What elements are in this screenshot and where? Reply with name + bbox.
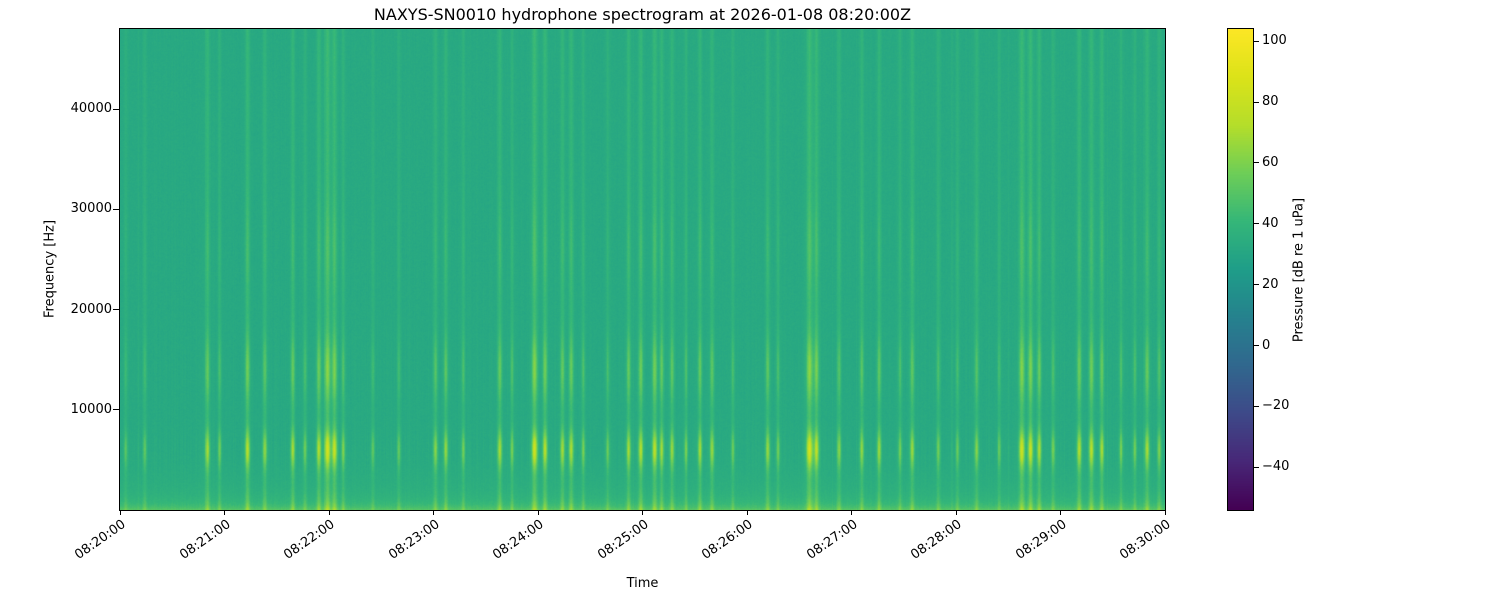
y-tick-mark: [113, 309, 119, 311]
y-tick-label: 20000: [70, 301, 112, 317]
colorbar-tick-mark: [1254, 405, 1259, 407]
x-tick-mark: [1060, 510, 1061, 515]
x-tick-mark: [746, 510, 748, 515]
colorbar-tick-mark: [1254, 101, 1259, 103]
y-tick-mark: [113, 108, 119, 110]
colorbar-label: Pressure [dB re 1 uPa]: [1291, 197, 1307, 343]
colorbar-gradient: [1227, 28, 1254, 511]
colorbar-tick-mark: [1254, 162, 1259, 164]
colorbar-tick-label: 60: [1262, 154, 1279, 170]
y-tick-mark: [113, 208, 119, 210]
y-tick-label: 10000: [70, 401, 112, 417]
x-tick-mark: [537, 510, 539, 515]
colorbar-tick-mark: [1254, 223, 1259, 225]
spectrogram-heatmap: [119, 28, 1166, 511]
chart-title: NAXYS-SN0010 hydrophone spectrogram at 2…: [373, 5, 912, 24]
colorbar-tick-label: 20: [1262, 276, 1279, 292]
colorbar-tick-mark: [1254, 284, 1259, 286]
x-tick-mark: [642, 510, 643, 515]
colorbar-tick-label: −40: [1262, 459, 1290, 475]
x-tick-mark: [119, 510, 121, 515]
y-tick-label: 30000: [70, 201, 112, 217]
x-tick-label: 08:20:00: [72, 517, 129, 563]
x-tick-mark: [851, 510, 852, 515]
x-tick-mark: [433, 510, 434, 515]
x-axis-label: Time: [626, 576, 659, 591]
colorbar-tick-label: 40: [1262, 215, 1279, 231]
x-tick-mark: [955, 510, 957, 515]
x-tick-mark: [224, 510, 225, 515]
colorbar-tick-mark: [1254, 345, 1259, 347]
x-tick-mark: [1164, 510, 1166, 515]
colorbar-tick-label: 80: [1262, 94, 1279, 110]
colorbar-tick-mark: [1254, 466, 1259, 468]
colorbar-tick-label: −20: [1262, 398, 1290, 414]
colorbar-tick-mark: [1254, 40, 1259, 42]
y-tick-label: 40000: [70, 101, 112, 117]
colorbar-tick-label: 0: [1262, 337, 1271, 353]
x-tick-mark: [328, 510, 330, 515]
colorbar-tick-label: 100: [1262, 33, 1287, 49]
y-tick-mark: [113, 409, 119, 411]
